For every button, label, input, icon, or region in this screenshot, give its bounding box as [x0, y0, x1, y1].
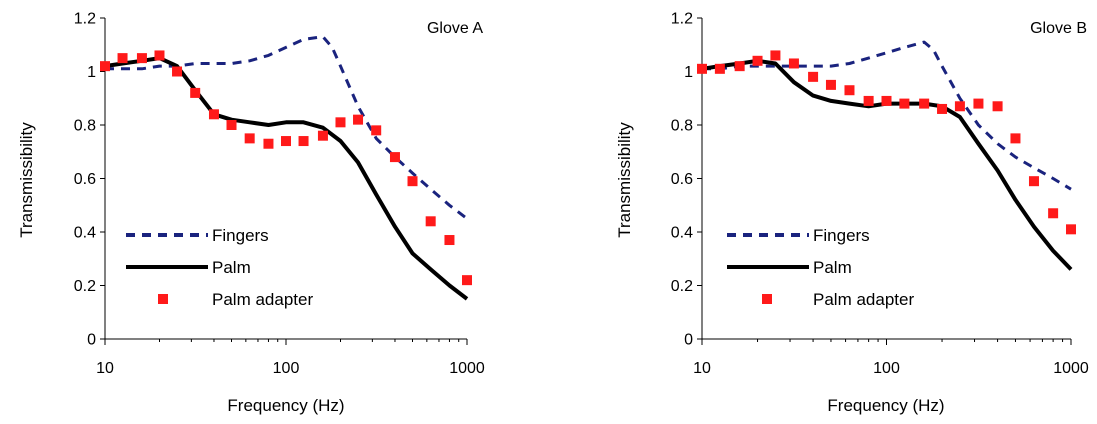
data-point-palm-adapter [117, 53, 128, 64]
y-tick-label: 0 [87, 332, 96, 349]
data-point-palm-adapter [881, 95, 892, 106]
chart-glove-b: 0 0.2 0.4 0.6 0.8 1 1.2 10 100 1000 Glove B Freq… [615, 11, 1089, 416]
y-tick-label: 0.6 [74, 171, 96, 188]
y-tick-label: 0.8 [74, 118, 96, 135]
data-point-palm-adapter [937, 103, 948, 114]
data-point-palm-adapter [752, 55, 763, 66]
series-layer [100, 35, 472, 301]
data-point-palm-adapter [425, 216, 436, 227]
legend-label-fingers: Fingers [212, 226, 269, 245]
data-point-palm-adapter [263, 138, 274, 149]
data-point-palm-adapter [1028, 176, 1039, 187]
x-tick-label: 1000 [449, 360, 485, 377]
y-tick-label: 1 [684, 64, 693, 81]
series-line-palm [104, 56, 469, 301]
legend-label-palm: Palm [212, 258, 251, 277]
x-tick-label: 10 [693, 360, 711, 377]
x-ticks: 10 100 1000 [96, 339, 485, 377]
y-axis-label: Transmissibility [615, 122, 634, 238]
data-point-palm-adapter [697, 63, 707, 74]
data-point-palm-adapter [714, 63, 725, 74]
data-point-palm-adapter [281, 136, 291, 147]
legend-item-palm-adapter: Palm adapter [762, 290, 914, 309]
y-tick-label: 1 [87, 64, 96, 81]
legend-swatch-palm-adapter [762, 294, 772, 304]
y-tick-label: 0.2 [671, 278, 693, 295]
data-point-palm-adapter [734, 61, 745, 72]
y-ticks: 0 0.2 0.4 0.6 0.8 1 1.2 [74, 11, 105, 349]
legend-label-fingers: Fingers [813, 226, 870, 245]
legend-label-palm-adapter: Palm adapter [212, 290, 313, 309]
data-point-palm-adapter [825, 79, 836, 90]
data-point-palm-adapter [190, 87, 201, 98]
x-tick-label: 100 [273, 360, 300, 377]
y-tick-label: 1.2 [74, 11, 96, 28]
data-point-palm-adapter [353, 114, 364, 125]
data-point-palm-adapter [407, 176, 418, 187]
data-point-palm-adapter [462, 275, 472, 286]
data-point-palm-adapter [335, 117, 346, 128]
y-axis-label: Transmissibility [17, 122, 36, 238]
data-point-palm-adapter [298, 136, 309, 147]
y-ticks: 0 0.2 0.4 0.6 0.8 1 1.2 [671, 11, 702, 349]
legend-swatch-palm-adapter [158, 294, 168, 304]
data-point-palm-adapter [899, 98, 910, 109]
data-point-palm-adapter [1066, 224, 1076, 235]
data-point-palm-adapter [244, 133, 255, 144]
y-tick-label: 0.4 [74, 225, 96, 242]
x-tick-label: 10 [96, 360, 114, 377]
y-tick-label: 0.2 [74, 278, 96, 295]
data-point-palm-adapter [844, 85, 855, 96]
legend-item-fingers: Fingers [126, 226, 269, 245]
series-layer [697, 40, 1076, 271]
chart-title: Glove A [427, 20, 483, 37]
data-point-palm-adapter [136, 53, 147, 64]
data-point-palm-adapter [208, 109, 219, 120]
data-point-palm-adapter [808, 71, 819, 82]
data-point-palm-adapter [444, 235, 455, 246]
data-point-palm-adapter [863, 95, 874, 106]
y-tick-label: 0.4 [671, 225, 693, 242]
legend-item-palm: Palm [126, 258, 251, 277]
data-point-palm-adapter [919, 98, 930, 109]
data-point-palm-adapter [172, 66, 183, 77]
series-line-fingers [105, 35, 468, 220]
data-point-palm-adapter [226, 120, 237, 130]
data-point-palm-adapter [317, 130, 328, 141]
data-point-palm-adapter [154, 50, 165, 61]
data-point-palm-adapter [954, 101, 965, 112]
data-point-palm-adapter [371, 125, 382, 136]
x-ticks: 10 100 1000 [693, 339, 1089, 377]
y-tick-label: 0.8 [671, 118, 693, 135]
legend: Fingers Palm Palm adapter [727, 226, 914, 309]
y-tick-label: 1.2 [671, 11, 693, 28]
series-palm-adapter [100, 50, 472, 286]
data-point-palm-adapter [788, 58, 799, 69]
x-tick-label: 100 [873, 360, 900, 377]
x-tick-label: 1000 [1053, 360, 1089, 377]
legend-item-palm-adapter: Palm adapter [158, 290, 313, 309]
legend-label-palm: Palm [813, 258, 852, 277]
legend-item-palm: Palm [727, 258, 852, 277]
chart-glove-a: 0 0.2 0.4 0.6 0.8 1 1.2 10 100 1000 Glove A Freq… [17, 11, 485, 416]
data-point-palm-adapter [992, 101, 1003, 112]
legend-label-palm-adapter: Palm adapter [813, 290, 914, 309]
series-line-fingers [702, 40, 1072, 191]
data-point-palm-adapter [1010, 133, 1021, 144]
data-point-palm-adapter [973, 98, 984, 109]
data-point-palm-adapter [100, 61, 110, 72]
data-point-palm-adapter [770, 50, 781, 61]
series-line-palm [701, 58, 1073, 271]
chart-title: Glove B [1030, 20, 1087, 37]
y-tick-label: 0 [684, 332, 693, 349]
series-palm-adapter [697, 50, 1076, 235]
data-point-palm-adapter [389, 152, 400, 163]
legend: Fingers Palm Palm adapter [126, 226, 313, 309]
x-axis-label: Frequency (Hz) [827, 396, 944, 415]
data-point-palm-adapter [1048, 208, 1059, 219]
x-axis-label: Frequency (Hz) [227, 396, 344, 415]
y-tick-label: 0.6 [671, 171, 693, 188]
legend-item-fingers: Fingers [727, 226, 870, 245]
